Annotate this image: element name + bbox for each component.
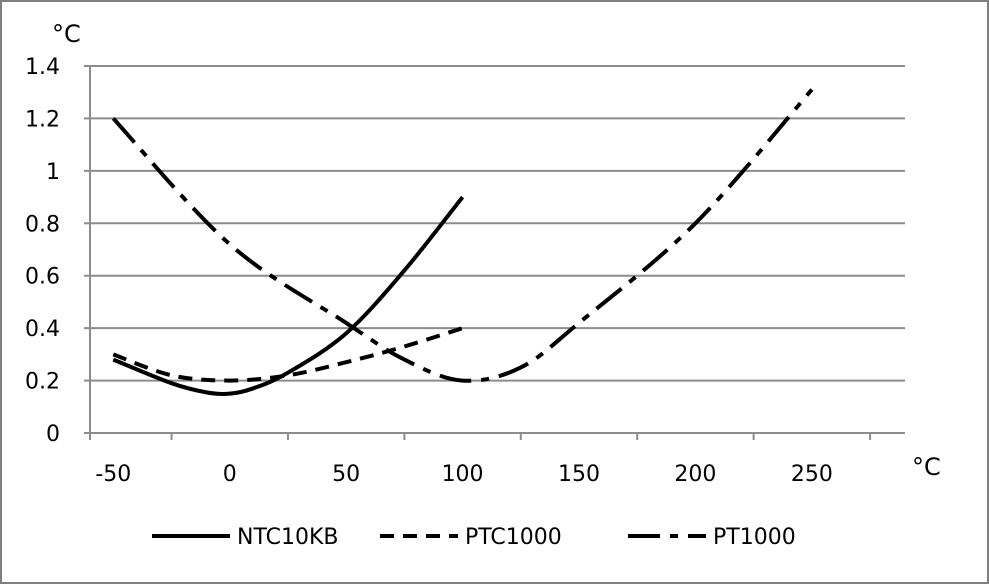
y-tick-label: 1.2 xyxy=(25,107,60,132)
y-tick-label: 0 xyxy=(46,422,60,447)
tick-labels: 0 0.2 0.4 0.6 0.8 1 1.2 1.4 -50 0 50 100 150 200 250 xyxy=(25,55,833,487)
y-axis-unit: °C xyxy=(52,20,81,48)
legend-label-ntc10kb: NTC10KB xyxy=(237,525,338,550)
axes xyxy=(84,65,905,440)
y-tick-label: 0.8 xyxy=(25,212,60,237)
y-tick-label: 0.6 xyxy=(25,265,60,290)
x-tick-label: -50 xyxy=(95,462,131,487)
x-tick-label: 250 xyxy=(791,462,833,487)
x-tick-label: 150 xyxy=(558,462,600,487)
series-line-ntc10kb xyxy=(112,195,465,397)
y-tick-label: 0.2 xyxy=(25,370,60,395)
x-tick-label: 200 xyxy=(674,462,716,487)
y-tick-label: 1.4 xyxy=(25,55,60,80)
legend-label-ptc1000: PTC1000 xyxy=(465,525,562,550)
y-tick-label: 0.4 xyxy=(25,317,60,342)
gridlines xyxy=(90,65,905,382)
series-lines xyxy=(111,88,814,397)
legend-entry-ntc10kb: NTC10KB xyxy=(152,525,338,550)
x-tick-label: 100 xyxy=(442,462,484,487)
x-axis-unit: °C xyxy=(912,453,941,481)
x-tick-label: 0 xyxy=(223,462,237,487)
legend-entry-pt1000: PT1000 xyxy=(628,525,796,550)
y-tick-label: 1 xyxy=(46,160,60,185)
legend-label-pt1000: PT1000 xyxy=(713,525,796,550)
legend: NTC10KB PTC1000 PT1000 xyxy=(152,525,796,550)
legend-entry-ptc1000: PTC1000 xyxy=(380,525,562,550)
series-line-pt1000 xyxy=(111,88,814,383)
x-tick-label: 50 xyxy=(332,462,360,487)
